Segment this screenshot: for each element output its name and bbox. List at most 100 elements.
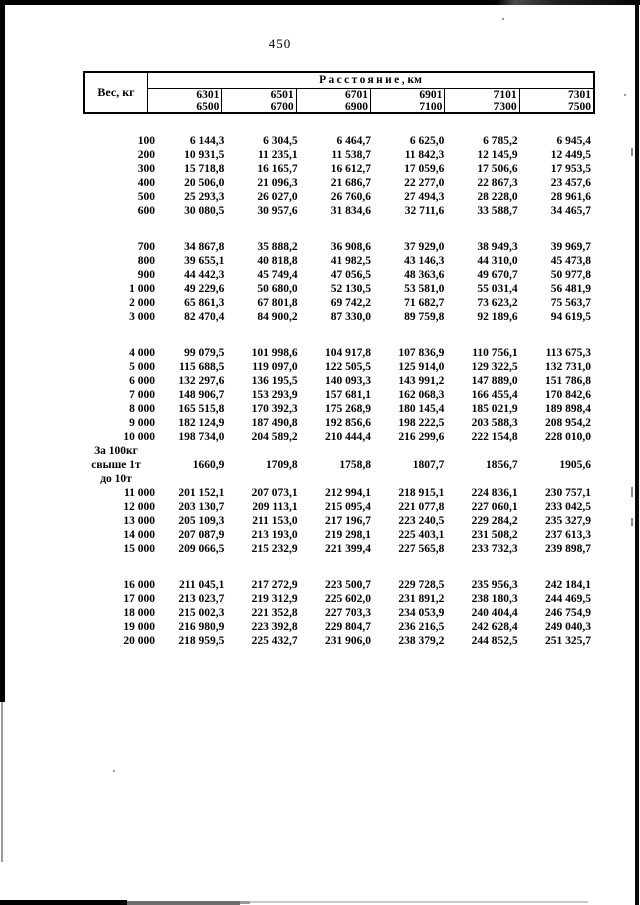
- table-row: 100 6 144,3 6 304,5 6 464,7 6 625,0 6 785,2 6 …: [83, 134, 595, 148]
- cell-value: 38 949,3: [477, 241, 518, 253]
- weight-value: 500: [137, 191, 155, 203]
- cell-value: 37 929,0: [404, 241, 445, 253]
- cell-value: 229 284,2: [471, 515, 518, 527]
- cell-value: 192 856,6: [324, 417, 371, 429]
- cell-value: 94 619,5: [550, 311, 591, 323]
- cell-value: 28 228,0: [477, 191, 518, 203]
- column-header: 6701 6900: [297, 89, 371, 112]
- cell-value: 1856,7: [486, 459, 518, 471]
- table-row: 700 34 867,8 35 888,2 36 908,6 37 929,0 38 94…: [83, 240, 595, 254]
- cell-value: 189 898,4: [544, 403, 591, 415]
- cell-value: 73 623,2: [477, 297, 518, 309]
- cell-value: 45 749,4: [257, 269, 298, 281]
- table-row: 8 000 165 515,8 170 392,3 175 268,9 180 145,…: [83, 402, 595, 416]
- cell-value: 216 299,6: [398, 431, 445, 443]
- cell-value: 210 444,4: [324, 431, 371, 443]
- cell-value: 198 734,0: [178, 431, 225, 443]
- weight-value: 10 000: [123, 431, 155, 443]
- weight-value: 6 000: [129, 375, 155, 387]
- cell-value: 244 852,5: [471, 635, 518, 647]
- cell-value: 44 310,0: [477, 255, 518, 267]
- weight-value: 3 000: [129, 311, 155, 323]
- cell-value: 12 145,9: [477, 149, 518, 161]
- cell-value: 56 481,9: [550, 283, 591, 295]
- cell-value: 12 449,5: [550, 149, 591, 161]
- cell-value: 215 232,9: [251, 543, 298, 555]
- cell-value: 6 945,4: [556, 135, 591, 147]
- cell-value: 148 906,7: [178, 389, 225, 401]
- scan-edge-bottom: [240, 901, 250, 904]
- cell-value: 115 688,5: [178, 361, 225, 373]
- weight-label-line: до 10т: [100, 473, 132, 485]
- table-row: 300 15 718,8 16 165,7 16 612,7 17 059,6 17 50…: [83, 162, 595, 176]
- cell-value: 217 272,9: [251, 579, 298, 591]
- cell-value: 48 363,6: [404, 269, 445, 281]
- cell-value: 17 953,5: [550, 163, 591, 175]
- cell-value: 212 994,1: [324, 487, 371, 499]
- distance-header-part: Расстояние, км 6301 6500 6501 6700 6701 6900 6…: [148, 73, 593, 112]
- cell-value: 82 470,4: [184, 311, 225, 323]
- cell-value: 43 146,3: [404, 255, 445, 267]
- table-row: 19 000 216 980,9 223 392,8 229 804,7 236 216…: [83, 620, 595, 634]
- table-body: 100 6 144,3 6 304,5 6 464,7 6 625,0 6 785,2 6 …: [83, 114, 595, 648]
- table-row: 14 000 207 087,9 213 193,0 219 298,1 225 403…: [83, 528, 595, 542]
- cell-value: 50 680,0: [257, 283, 298, 295]
- weight-value: 12 000: [123, 501, 155, 513]
- cell-value: 244 469,5: [544, 593, 591, 605]
- cell-value: 225 432,7: [251, 635, 298, 647]
- cell-value: 240 404,4: [471, 607, 518, 619]
- cell-value: 175 268,9: [324, 403, 371, 415]
- cell-value: 75 563,7: [550, 297, 591, 309]
- column-range-from: 6301: [196, 89, 220, 101]
- cell-value: 233 732,3: [471, 543, 518, 555]
- cell-value: 17 506,6: [477, 163, 518, 175]
- cell-value: 65 861,3: [184, 297, 225, 309]
- cell-value: 231 906,0: [324, 635, 371, 647]
- cell-value: 21 686,7: [330, 177, 371, 189]
- cell-value: 143 991,2: [398, 375, 445, 387]
- cell-value: 1807,7: [412, 459, 445, 471]
- cell-value: 10 931,5: [184, 149, 225, 161]
- cell-value: 147 889,0: [471, 375, 518, 387]
- cell-value: 234 053,9: [398, 607, 445, 619]
- weight-value: 14 000: [123, 529, 155, 541]
- scan-edge-top: [0, 0, 640, 5]
- scan-speck: [502, 18, 504, 20]
- weight-value: 17 000: [123, 593, 155, 605]
- cell-value: 238 180,3: [471, 593, 518, 605]
- row-group: 700 34 867,8 35 888,2 36 908,6 37 929,0 38 94…: [83, 240, 595, 324]
- column-range-to: 6900: [344, 100, 368, 113]
- cell-value: 39 969,7: [550, 241, 591, 253]
- cell-value: 227 703,3: [324, 607, 371, 619]
- cell-value: 215 095,4: [324, 501, 371, 513]
- weight-value: 5 000: [129, 361, 155, 373]
- table-row: 4 000 99 079,5 101 998,6 104 917,8 107 836,9…: [83, 346, 595, 360]
- cell-value: 208 954,2: [544, 417, 591, 429]
- page-number: 450: [268, 36, 292, 51]
- table-row: 17 000 213 023,7 219 312,9 225 602,0 231 891…: [83, 592, 595, 606]
- cell-value: 218 959,5: [178, 635, 225, 647]
- cell-value: 201 152,1: [178, 487, 225, 499]
- cell-value: 242 628,4: [471, 621, 518, 633]
- weight-value: 300: [137, 163, 155, 175]
- weight-value: 15 000: [123, 543, 155, 555]
- cell-value: 50 977,8: [550, 269, 591, 281]
- cell-value: 246 754,9: [544, 607, 591, 619]
- cell-value: 222 154,8: [471, 431, 518, 443]
- table-row: 400 20 506,0 21 096,3 21 686,7 22 277,0 22 86…: [83, 176, 595, 190]
- cell-value: 99 079,5: [184, 347, 225, 359]
- cell-value: 211 045,1: [178, 579, 225, 591]
- cell-value: 209 113,1: [252, 501, 298, 513]
- cell-value: 140 093,3: [324, 375, 371, 387]
- cell-value: 170 842,6: [544, 389, 591, 401]
- weight-value: 200: [137, 149, 155, 161]
- weight-value: 800: [137, 255, 155, 267]
- weight-label-line: За 100кг: [94, 445, 138, 457]
- cell-value: 101 998,6: [251, 347, 298, 359]
- cell-value: 213 193,0: [251, 529, 298, 541]
- cell-value: 238 379,2: [398, 635, 445, 647]
- table-row: 7 000 148 906,7 153 293,9 157 681,1 162 068,…: [83, 388, 595, 402]
- weight-value: 1 000: [129, 283, 155, 295]
- cell-value: 221 077,8: [398, 501, 445, 513]
